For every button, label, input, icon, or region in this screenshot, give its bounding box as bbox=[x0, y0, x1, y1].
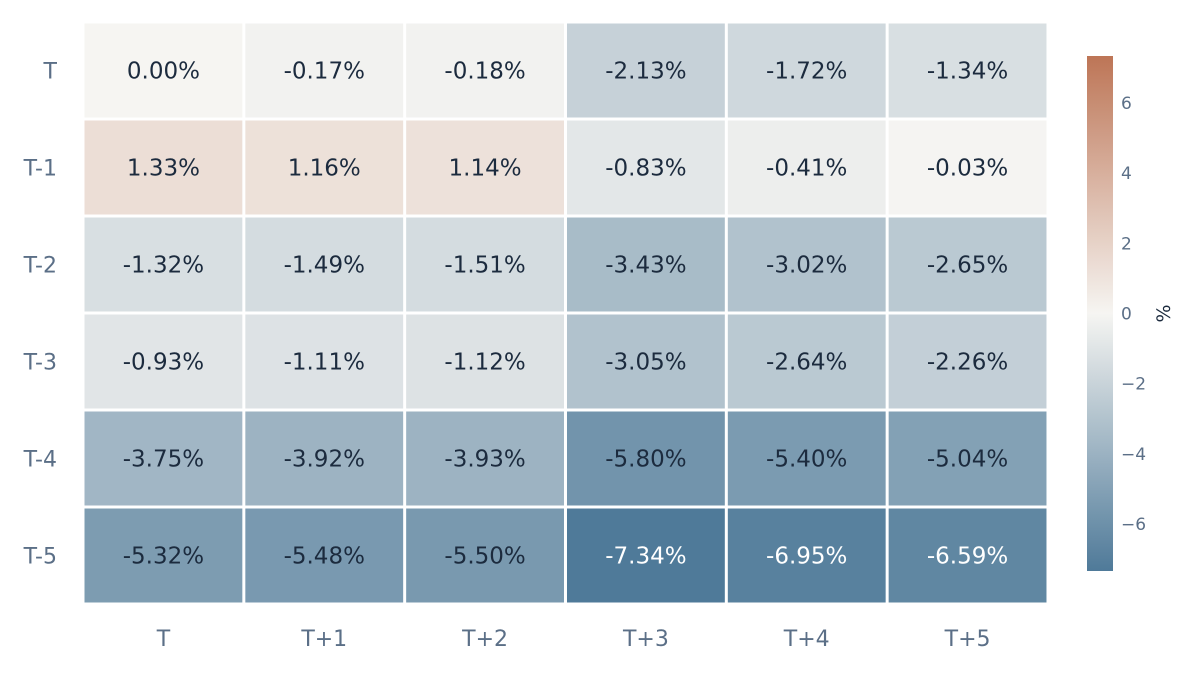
y-tick-label: T-3 bbox=[23, 351, 57, 376]
y-tick-label: T-4 bbox=[23, 448, 57, 473]
cell-value-label: -1.11% bbox=[284, 350, 365, 376]
cell-value-label: 1.16% bbox=[288, 156, 361, 182]
cell-value-label: -0.93% bbox=[123, 350, 204, 376]
x-tick-label: T+2 bbox=[461, 627, 508, 652]
cell-value-label: -1.34% bbox=[927, 59, 1008, 85]
heatmap-cell bbox=[84, 508, 243, 603]
cell-value-label: -5.04% bbox=[927, 447, 1008, 473]
heatmap-cell bbox=[245, 120, 404, 215]
cell-value-label: -5.40% bbox=[766, 447, 847, 473]
cell-value-label: -3.75% bbox=[123, 447, 204, 473]
x-tick-label: T+3 bbox=[622, 627, 669, 652]
heatmap-cell bbox=[245, 411, 404, 506]
cell-value-label: -1.32% bbox=[123, 253, 204, 279]
cell-value-label: -1.51% bbox=[444, 253, 525, 279]
heatmap-cell bbox=[245, 314, 404, 409]
heatmap-cell bbox=[406, 23, 564, 118]
heatmap-cell bbox=[406, 314, 564, 409]
cell-value-label: -1.49% bbox=[284, 253, 365, 279]
heatmap-cell bbox=[888, 508, 1047, 603]
heatmap-cell bbox=[727, 508, 886, 603]
heatmap-cell bbox=[566, 411, 725, 506]
heatmap-cell bbox=[406, 508, 564, 603]
cell-value-label: -6.95% bbox=[766, 544, 847, 570]
x-tick-label: T bbox=[156, 627, 171, 652]
cell-value-label: -3.93% bbox=[444, 447, 525, 473]
x-tick-label: T+4 bbox=[783, 627, 830, 652]
cell-value-label: -3.43% bbox=[605, 253, 686, 279]
y-tick-label: T-1 bbox=[23, 157, 57, 182]
colorbar-tick-label: 4 bbox=[1121, 164, 1132, 184]
heatmap-cell bbox=[888, 411, 1047, 506]
heatmap-cell bbox=[727, 120, 886, 215]
heatmap-cell bbox=[406, 411, 564, 506]
cell-value-label: -3.02% bbox=[766, 253, 847, 279]
cell-value-label: -5.80% bbox=[605, 447, 686, 473]
cell-value-label: -0.18% bbox=[444, 59, 525, 85]
heatmap-cell bbox=[566, 314, 725, 409]
cell-value-label: -2.13% bbox=[605, 59, 686, 85]
cell-value-label: -2.26% bbox=[927, 350, 1008, 376]
colorbar-tick-label: −4 bbox=[1121, 445, 1146, 465]
cell-value-label: -5.32% bbox=[123, 544, 204, 570]
cell-value-label: -0.03% bbox=[927, 156, 1008, 182]
y-tick-label: T-5 bbox=[23, 545, 57, 570]
heatmap-cell bbox=[245, 508, 404, 603]
y-tick-label: T bbox=[43, 60, 58, 85]
heatmap-cell bbox=[245, 23, 404, 118]
colorbar-bar bbox=[1087, 56, 1113, 571]
heatmap-cell bbox=[566, 120, 725, 215]
heatmap-cell bbox=[727, 314, 886, 409]
cell-value-label: -3.05% bbox=[605, 350, 686, 376]
heatmap-cells: 0.00% -0.17% -0.18% -2.13% -1.72% -1.34% 1.33%… bbox=[84, 23, 1047, 603]
cell-value-label: -1.72% bbox=[766, 59, 847, 85]
heatmap-cell bbox=[84, 23, 243, 118]
y-axis: T T-1 T-2 T-3 T-4 T-5 bbox=[23, 60, 58, 570]
heatmap-cell bbox=[406, 120, 564, 215]
x-tick-label: T+1 bbox=[300, 627, 347, 652]
cell-value-label: -2.64% bbox=[766, 350, 847, 376]
heatmap-cell bbox=[727, 217, 886, 312]
cell-value-label: -5.48% bbox=[284, 544, 365, 570]
colorbar-label: % bbox=[1153, 304, 1175, 322]
heatmap-cell bbox=[566, 217, 725, 312]
cell-value-label: -0.83% bbox=[605, 156, 686, 182]
y-tick-label: T-2 bbox=[23, 254, 57, 279]
cell-value-label: -7.34% bbox=[605, 544, 686, 570]
cell-value-label: -2.65% bbox=[927, 253, 1008, 279]
heatmap-cell bbox=[406, 217, 564, 312]
cell-value-label: -3.92% bbox=[284, 447, 365, 473]
cell-value-label: -0.17% bbox=[284, 59, 365, 85]
heatmap-cell bbox=[888, 120, 1047, 215]
heatmap-cell bbox=[245, 217, 404, 312]
heatmap-cell bbox=[84, 411, 243, 506]
colorbar-tick-label: −2 bbox=[1121, 375, 1146, 395]
heatmap-cell bbox=[84, 314, 243, 409]
cell-value-label: 1.14% bbox=[449, 156, 522, 182]
cell-value-label: -1.12% bbox=[444, 350, 525, 376]
heatmap-cell bbox=[888, 23, 1047, 118]
heatmap-cell bbox=[727, 23, 886, 118]
heatmap-cell bbox=[888, 217, 1047, 312]
colorbar-tick-label: 2 bbox=[1121, 234, 1132, 254]
colorbar: 6 4 2 0 −2 −4 −6% bbox=[1087, 56, 1175, 571]
cell-value-label: -0.41% bbox=[766, 156, 847, 182]
heatmap-cell bbox=[566, 508, 725, 603]
cell-value-label: 1.33% bbox=[127, 156, 200, 182]
heatmap-cell bbox=[84, 120, 243, 215]
heatmap-cell bbox=[566, 23, 725, 118]
cell-value-label: -5.50% bbox=[444, 544, 525, 570]
x-tick-label: T+5 bbox=[944, 627, 991, 652]
x-axis: T T+1 T+2 T+3 T+4 T+5 bbox=[156, 627, 991, 652]
heatmap-cell bbox=[727, 411, 886, 506]
colorbar-tick-label: 6 bbox=[1121, 94, 1132, 114]
cell-value-label: 0.00% bbox=[127, 59, 200, 85]
cell-value-label: -6.59% bbox=[927, 544, 1008, 570]
heatmap-cell bbox=[84, 217, 243, 312]
heatmap-cell bbox=[888, 314, 1047, 409]
colorbar-tick-label: −6 bbox=[1121, 515, 1146, 535]
colorbar-tick-label: 0 bbox=[1121, 305, 1132, 325]
